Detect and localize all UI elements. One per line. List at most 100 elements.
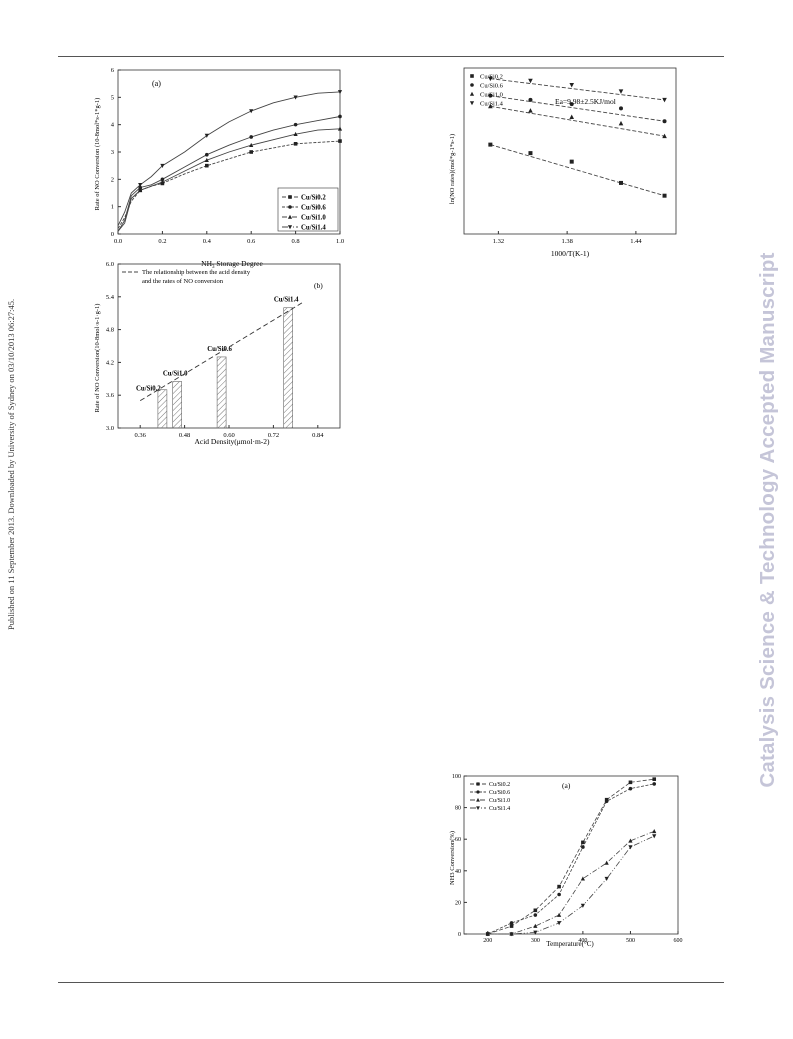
figure-d-point	[652, 782, 657, 786]
figure-a-point	[205, 163, 209, 168]
figure-a-ytick-label: 1	[111, 204, 114, 211]
figure-c-point	[569, 114, 575, 119]
figure-a-point	[204, 157, 209, 162]
figure-d-xtick-label: 500	[626, 938, 635, 944]
figure-a-xlabel: NH3 Storage Degree	[201, 259, 263, 270]
figure-b-ylabel: Rate of NO Conversion(10-8mol·s-1·g-1)	[94, 304, 101, 413]
figure-d: 200 300 400 500 600 0 20 40 60 80 100 (a) Temperat…	[449, 774, 683, 948]
figure-a-point	[138, 187, 143, 193]
figure-c-xtick-label: 1.32	[493, 238, 504, 245]
figure-a-legend-label: Cu/Si0.6	[301, 205, 326, 212]
figure-d-xtick-label: 400	[578, 938, 587, 944]
figure-c-point	[488, 103, 493, 109]
figure-d-legend-label: Cu/Si1.0	[489, 798, 510, 804]
figure-c-point	[662, 133, 667, 139]
figure-c-point	[662, 97, 667, 103]
figure-b-plot-area: 0.36 0.48 0.60 0.72 0.84 3.0 3.6 4.2 4.8 5.4 6.0 Cu…	[106, 261, 341, 439]
figure-d-point	[652, 834, 657, 839]
figure-d-xtick-label: 200	[483, 938, 492, 944]
figure-a-ytick-label: 3	[111, 149, 114, 156]
figure-c-point	[488, 93, 493, 98]
figure-a-point	[138, 185, 142, 190]
figure-c-point	[528, 97, 533, 102]
figure-a-point	[160, 177, 165, 182]
figure-c-point	[528, 78, 533, 84]
figure-a-legend: Cu/Si0.2 Cu/Si0.6 Cu/Si1.0 Cu/Si1.4	[277, 187, 339, 232]
figure-c-annotation: Ea=9.98±2.5KJ/mol	[555, 97, 616, 106]
figure-a-point	[249, 135, 253, 139]
figure-a-point	[204, 133, 209, 138]
figure-c-legend-marker	[469, 91, 475, 96]
figure-d-series-line	[487, 778, 655, 935]
figure-a-xtick-label: 0.6	[247, 238, 256, 245]
figure-a-ytick-label: 2	[111, 176, 114, 183]
figure-d-point	[652, 777, 657, 781]
figure-d-point	[628, 845, 633, 850]
figure-d-legend-marker	[476, 782, 480, 786]
figure-d-ytick-label: 100	[452, 774, 461, 780]
figure-d-point	[581, 840, 585, 845]
figure-a-point	[249, 142, 254, 147]
figure-c-point	[662, 193, 667, 198]
figure-d-point	[557, 912, 562, 917]
figure-d-panel-label: (a)	[562, 781, 571, 790]
figure-a: 0.0 0.2 0.4 0.6 0.8 1.0 0 1 2 3 4 5 6 (a) NH3 Storag…	[94, 67, 344, 270]
watermark-text: Catalysis Science & Technology Accepted …	[756, 252, 779, 788]
figure-a-plot-area: 0.0 0.2 0.4 0.6 0.8 1.0 0 1 2 3 4 5 6	[111, 67, 344, 245]
figure-d-ytick-label: 0	[458, 932, 461, 938]
figure-d-legend-marker	[476, 806, 480, 811]
figure-c-legend-label: Cu/Si1.4	[480, 101, 504, 108]
figure-a-xtick-label: 0.2	[158, 238, 166, 245]
figure-b-ytick-label: 3.0	[106, 425, 114, 432]
figure-a-series-line	[117, 116, 341, 232]
figure-d-series-line	[487, 835, 655, 935]
figure-a-ytick-label: 4	[111, 122, 115, 129]
figure-a-point	[249, 109, 254, 114]
figure-b-bar	[157, 389, 168, 429]
figure-c-point	[528, 108, 533, 113]
figure-b: 0.36 0.48 0.60 0.72 0.84 3.0 3.6 4.2 4.8 5.4 6.0 Cu…	[94, 261, 341, 446]
figure-b-ytick-label: 6.0	[106, 261, 114, 268]
figure-c-point	[569, 102, 574, 107]
figure-a-ytick-label: 6	[111, 67, 115, 74]
figure-c-point	[618, 106, 623, 111]
figure-c-legend-marker	[470, 83, 474, 87]
figure-c-plot-area: 1.32 1.38 1.44	[463, 67, 677, 245]
figure-a-xtick-label: 0.0	[114, 238, 122, 245]
figure-c-point	[618, 89, 624, 94]
figure-d-ylabel: NH3 Conversion(%)	[449, 831, 456, 885]
figure-c-point	[618, 120, 624, 126]
figure-d-series-line	[487, 783, 655, 935]
figure-b-panel-label: (b)	[314, 281, 323, 290]
figure-a-ylabel: Rate of NO Conversion (10-8mol*s-1*g-1)	[94, 98, 101, 211]
figure-c-xlabel: 1000/T(K-1)	[551, 249, 590, 258]
figure-a-point	[338, 114, 342, 119]
figure-d-ytick-label: 80	[455, 806, 461, 812]
figure-c-point	[662, 119, 667, 124]
figure-a-legend-label: Cu/Si1.0	[301, 215, 326, 222]
figure-d-xtick-label: 300	[531, 938, 540, 944]
figure-d-point	[580, 876, 585, 881]
figure-a-xtick-label: 1.0	[336, 238, 344, 245]
figure-a-point	[249, 150, 253, 154]
top-rule	[58, 56, 724, 57]
figure-d-point	[533, 930, 538, 935]
figure-b-xlabel: Acid Density(μmol·m-2)	[194, 437, 270, 446]
publication-note-text: Published on 11 September 2013. Download…	[6, 298, 16, 630]
figure-a-series-line	[117, 128, 341, 232]
figure-c-point	[528, 151, 533, 156]
figure-d-point	[604, 799, 609, 804]
figure-a-legend-marker	[288, 195, 292, 199]
figure-d-point	[628, 838, 633, 843]
watermark: Catalysis Science & Technology Accepted …	[752, 70, 792, 970]
figure-d-series-line	[487, 830, 655, 935]
figure-c-legend-label: Cu/Si0.6	[480, 83, 504, 90]
figure-d-point	[652, 829, 657, 834]
figure-c-point	[488, 76, 493, 82]
figure-b-bar-label: Cu/Si0.2	[136, 386, 161, 393]
figure-d-legend-marker	[476, 797, 480, 802]
figure-c-ylabel: ln(NO rates)(mol*g-1*s-1)	[449, 134, 456, 204]
figure-d-xtick-label: 600	[674, 938, 683, 944]
figure-d-legend-label: Cu/Si0.6	[489, 790, 510, 796]
figure-c-legend: Cu/Si0.2 Cu/Si0.6 Cu/Si1.0 Cu/Si1.4	[469, 74, 504, 108]
